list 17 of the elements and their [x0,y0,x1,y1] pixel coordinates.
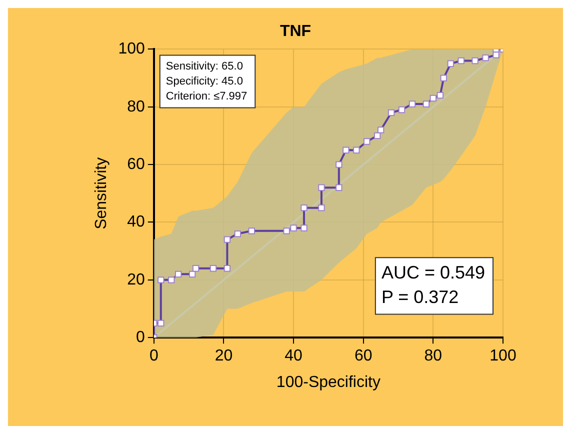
y-tick-label: 20 [127,271,145,288]
y-tick-label: 0 [136,329,145,346]
x-axis-title: 100-Specificity [276,374,380,391]
x-tick-label: 100 [490,348,516,365]
chart-title: TNF [280,23,312,40]
x-tick-label: 60 [354,348,372,365]
annotation: AUC = 0.549 P = 0.372 [381,262,485,308]
y-tick-label: 100 [118,40,145,58]
y-tick-label: 80 [127,98,145,116]
annotation: Sensitivity: 65.0 Specificity: 45.0 Criterion: ≤7.997 [166,60,248,102]
y-tick-label: 40 [127,214,145,231]
y-axis-title: Sensitivity [93,157,110,230]
x-tick-label: 20 [214,348,233,365]
x-tick-label: 80 [424,348,442,365]
x-tick-label: 40 [284,348,303,365]
y-tick-label: 60 [127,156,145,173]
x-tick-label: 0 [149,348,158,365]
